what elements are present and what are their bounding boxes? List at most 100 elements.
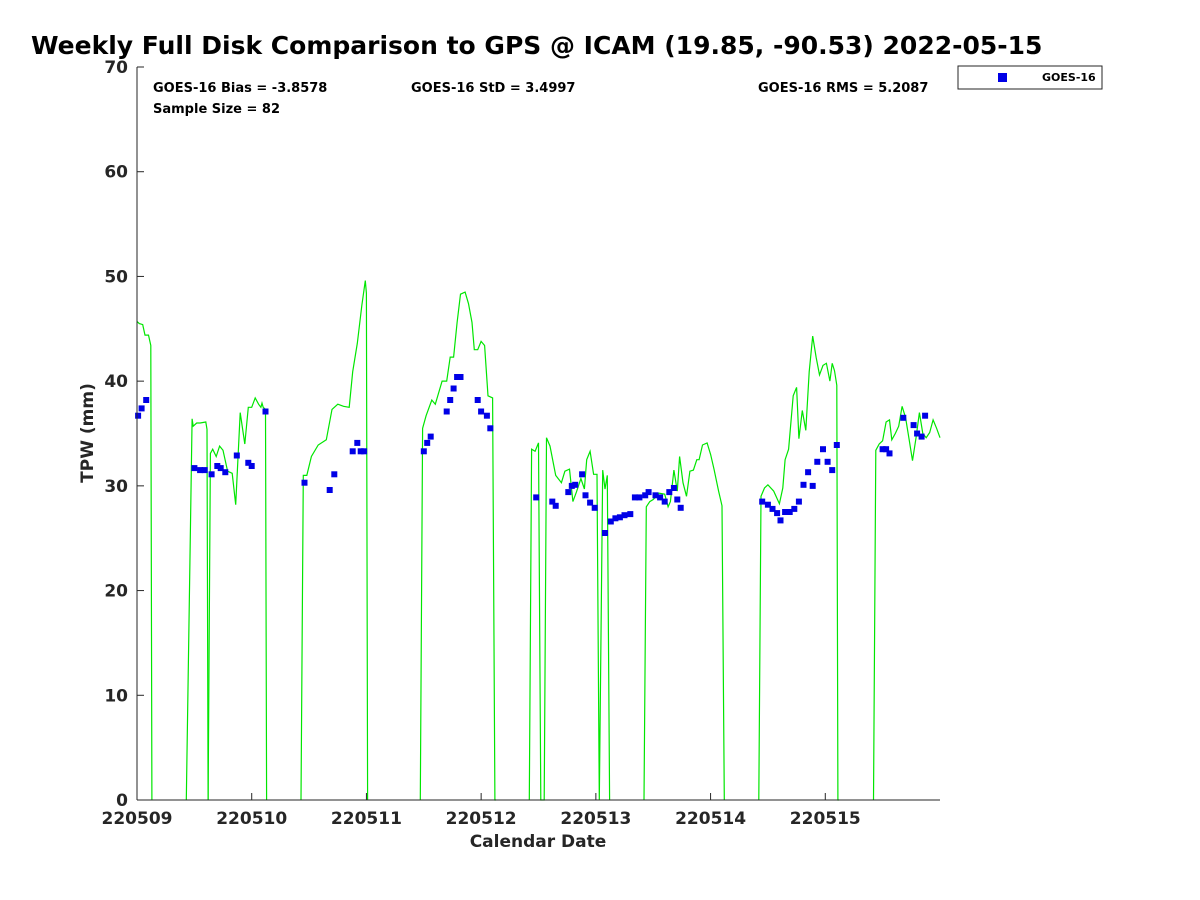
goes-16-point xyxy=(914,430,921,437)
goes-16-point xyxy=(208,471,215,478)
goes-16-point xyxy=(552,502,559,509)
goes-16-point xyxy=(677,504,684,511)
goes-16-point xyxy=(636,494,643,501)
goes-16-point xyxy=(443,408,450,415)
goes-16-point xyxy=(645,489,652,496)
y-tick-label: 0 xyxy=(116,791,128,811)
goes-16-point xyxy=(883,446,890,453)
goes-16-point xyxy=(791,505,798,512)
goes-16-point xyxy=(759,498,766,505)
goes-16-point xyxy=(886,450,893,457)
x-tick-label: 220509 xyxy=(102,809,173,829)
stat-std: GOES-16 StD = 3.4997 xyxy=(411,81,575,96)
goes-16-point xyxy=(616,514,623,521)
gps-line-segment xyxy=(872,406,941,801)
x-axis-label: Calendar Date xyxy=(470,832,607,852)
goes-16-point xyxy=(670,485,677,491)
goes-16-point xyxy=(657,494,664,501)
goes-16-point xyxy=(652,492,659,499)
goes-16-point xyxy=(805,469,812,476)
goes-16-point xyxy=(135,412,142,419)
chart-title: Weekly Full Disk Comparison to GPS @ ICA… xyxy=(31,31,1042,60)
legend: GOES-16 xyxy=(957,65,1103,90)
stat-sample-size: Sample Size = 82 xyxy=(153,102,280,117)
y-tick-label: 60 xyxy=(104,163,128,183)
goes-16-point xyxy=(245,459,252,466)
goes-16-point xyxy=(795,498,802,505)
goes-16-point xyxy=(642,492,649,499)
y-tick-label: 10 xyxy=(104,686,128,706)
goes-16-point xyxy=(587,499,594,506)
y-tick-label: 40 xyxy=(104,372,128,392)
goes-16-series xyxy=(135,374,929,536)
goes-16-point xyxy=(138,405,145,412)
goes-16-point xyxy=(833,442,840,448)
goes-16-point xyxy=(214,463,221,469)
x-tick-label: 220514 xyxy=(675,809,746,829)
x-tick-label: 220513 xyxy=(560,809,631,829)
goes-16-point xyxy=(674,496,681,503)
goes-16-point xyxy=(420,448,427,455)
gps-line-segment xyxy=(185,418,209,801)
goes-16-point xyxy=(900,414,907,421)
gps-line-segment xyxy=(758,336,840,801)
y-tick-label: 50 xyxy=(104,267,128,287)
goes-16-point xyxy=(661,498,668,505)
goes-16-point xyxy=(824,458,831,465)
legend-marker xyxy=(998,73,1007,82)
goes-16-point xyxy=(602,530,608,536)
goes-16-point xyxy=(814,458,821,465)
goes-16-point xyxy=(349,448,356,455)
goes-16-point xyxy=(301,479,308,486)
goes-16-point xyxy=(800,481,807,488)
goes-16-point xyxy=(478,408,485,415)
stat-rms: GOES-16 RMS = 5.2087 xyxy=(758,81,928,96)
goes-16-point xyxy=(918,433,925,440)
goes-16-point xyxy=(533,494,540,501)
gps-line-segment xyxy=(300,280,369,801)
goes-16-point xyxy=(774,510,781,517)
goes-16-point xyxy=(331,471,338,478)
goes-16-point xyxy=(782,509,789,515)
goes-16-point xyxy=(201,467,208,474)
goes-16-point xyxy=(627,511,634,518)
goes-16-point xyxy=(582,492,589,499)
goes-16-point xyxy=(450,385,457,392)
goes-16-point xyxy=(809,482,816,489)
goes-16-point xyxy=(910,422,917,429)
goes-16-point xyxy=(786,509,793,515)
goes-16-point xyxy=(222,469,229,476)
gps-line-segment xyxy=(419,291,497,801)
legend-box xyxy=(957,65,1103,90)
goes-16-point xyxy=(612,515,619,522)
goes-16-point xyxy=(326,487,333,493)
goes-16-point xyxy=(191,465,198,472)
goes-16-point xyxy=(427,433,434,440)
goes-16-point xyxy=(549,498,556,505)
goes-16-point xyxy=(568,482,575,489)
goes-16-point xyxy=(579,471,586,478)
x-tick-label: 220510 xyxy=(216,809,287,829)
y-tick-label: 70 xyxy=(104,58,128,78)
stat-bias: GOES-16 Bias = -3.8578 xyxy=(153,81,327,96)
goes-16-point xyxy=(483,412,490,419)
legend-label: GOES-16 xyxy=(1042,71,1096,84)
goes-16-point xyxy=(922,412,929,419)
goes-16-point xyxy=(572,481,579,488)
gps-line-segment xyxy=(207,396,268,801)
goes-16-point xyxy=(361,448,368,455)
goes-16-point xyxy=(769,505,776,512)
y-axis-label: TPW (mm) xyxy=(78,383,98,483)
goes-16-point xyxy=(424,439,431,446)
goes-16-point xyxy=(233,452,240,459)
goes-16-point xyxy=(621,512,628,519)
goes-16-point xyxy=(197,467,204,474)
goes-16-point xyxy=(454,374,461,380)
goes-16-point xyxy=(777,517,784,524)
goes-16-point xyxy=(829,467,836,474)
goes-16-point xyxy=(447,397,454,403)
goes-16-point xyxy=(457,374,464,380)
goes-16-point xyxy=(474,397,481,403)
goes-16-point xyxy=(262,408,269,415)
goes-16-point xyxy=(357,448,364,455)
